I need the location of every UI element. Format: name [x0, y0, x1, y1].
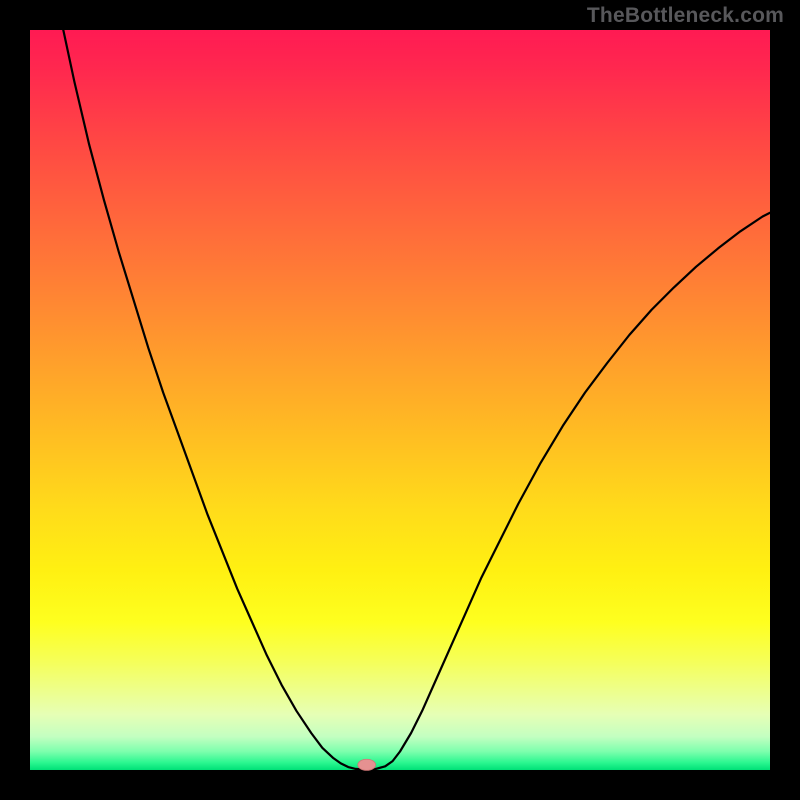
sweet-spot-marker	[358, 759, 376, 770]
watermark-text: TheBottleneck.com	[587, 4, 784, 28]
bottleneck-chart	[0, 0, 800, 800]
plot-background	[30, 30, 770, 770]
chart-frame: { "watermark": { "text": "TheBottleneck.…	[0, 0, 800, 800]
